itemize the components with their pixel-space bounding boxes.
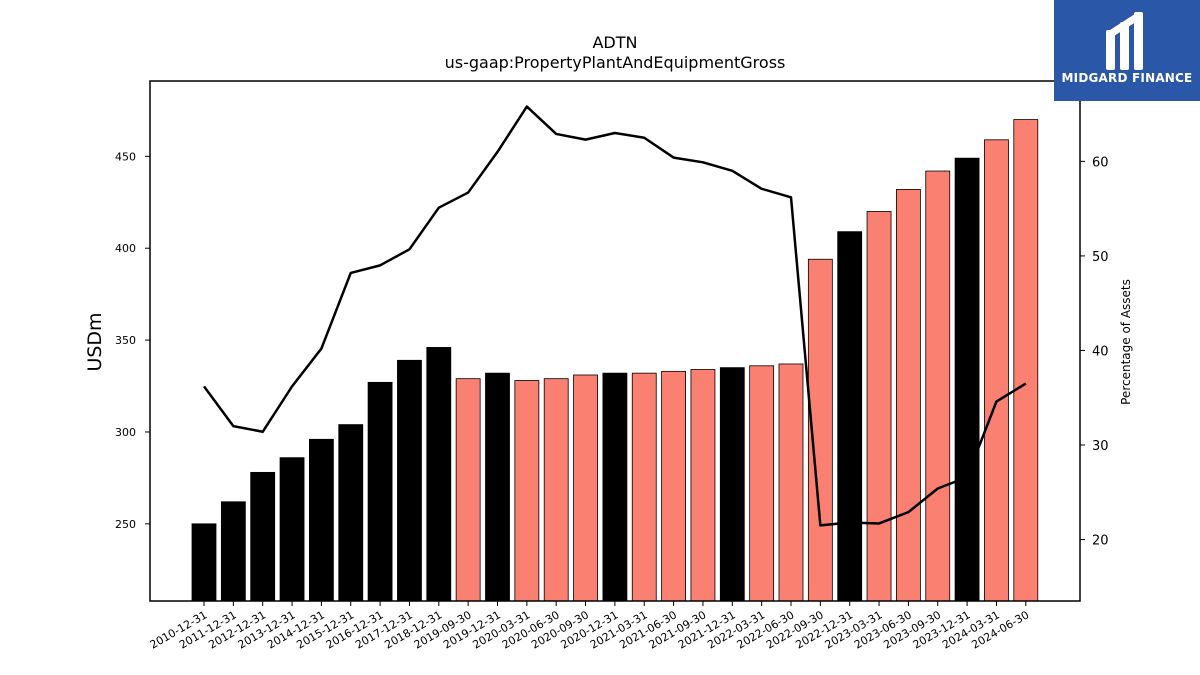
y-tick-label: 300 [115, 426, 136, 439]
y-tick-label: 250 [115, 518, 136, 531]
bar [602, 372, 628, 602]
y2-tick-label: 30 [1092, 439, 1109, 454]
y2-tick-label: 50 [1092, 250, 1109, 265]
bar [250, 471, 276, 602]
plot-frame [149, 80, 1081, 602]
y-tick-label: 450 [115, 150, 136, 163]
y2-axis-label: Percentage of Assets [1119, 279, 1133, 405]
line-layer [202, 105, 1027, 527]
bar [338, 424, 364, 602]
chart-title: ADTN [592, 33, 637, 52]
y2-tick-label: 20 [1092, 534, 1109, 549]
bar [925, 170, 951, 602]
percentage-line [202, 105, 1027, 527]
bar [308, 438, 334, 602]
bar [367, 381, 393, 602]
bar [749, 365, 775, 602]
bars-layer [191, 119, 1039, 602]
y-axis-label: USDm [84, 312, 106, 371]
y2-tick-label: 40 [1092, 344, 1109, 359]
bar [661, 370, 686, 602]
bar [837, 231, 863, 602]
y-tick-label: 350 [115, 334, 136, 347]
bar [397, 359, 422, 602]
logo-text: MIDGARD FINANCE [1061, 71, 1193, 85]
bar [279, 457, 305, 602]
y2-tick-label: 60 [1092, 155, 1109, 170]
bar [543, 378, 569, 602]
bar [631, 372, 657, 602]
bar [896, 189, 921, 602]
bar [191, 523, 217, 602]
bar [220, 501, 246, 602]
bar [778, 363, 804, 602]
bar [1013, 119, 1039, 602]
bar [690, 369, 716, 602]
bar [455, 378, 481, 602]
midgard-finance-logo: MIDGARD FINANCE [1054, 0, 1200, 101]
midgard-mark-icon [1106, 12, 1143, 70]
y-tick-label: 400 [115, 242, 136, 255]
bar [954, 157, 980, 602]
bar [573, 374, 598, 602]
bar [485, 372, 510, 602]
bar [984, 139, 1009, 602]
bar [866, 211, 892, 602]
bar [426, 347, 452, 602]
chart-subtitle: us-gaap:PropertyPlantAndEquipmentGross [445, 53, 786, 72]
bar [719, 367, 745, 602]
bar [514, 380, 540, 602]
